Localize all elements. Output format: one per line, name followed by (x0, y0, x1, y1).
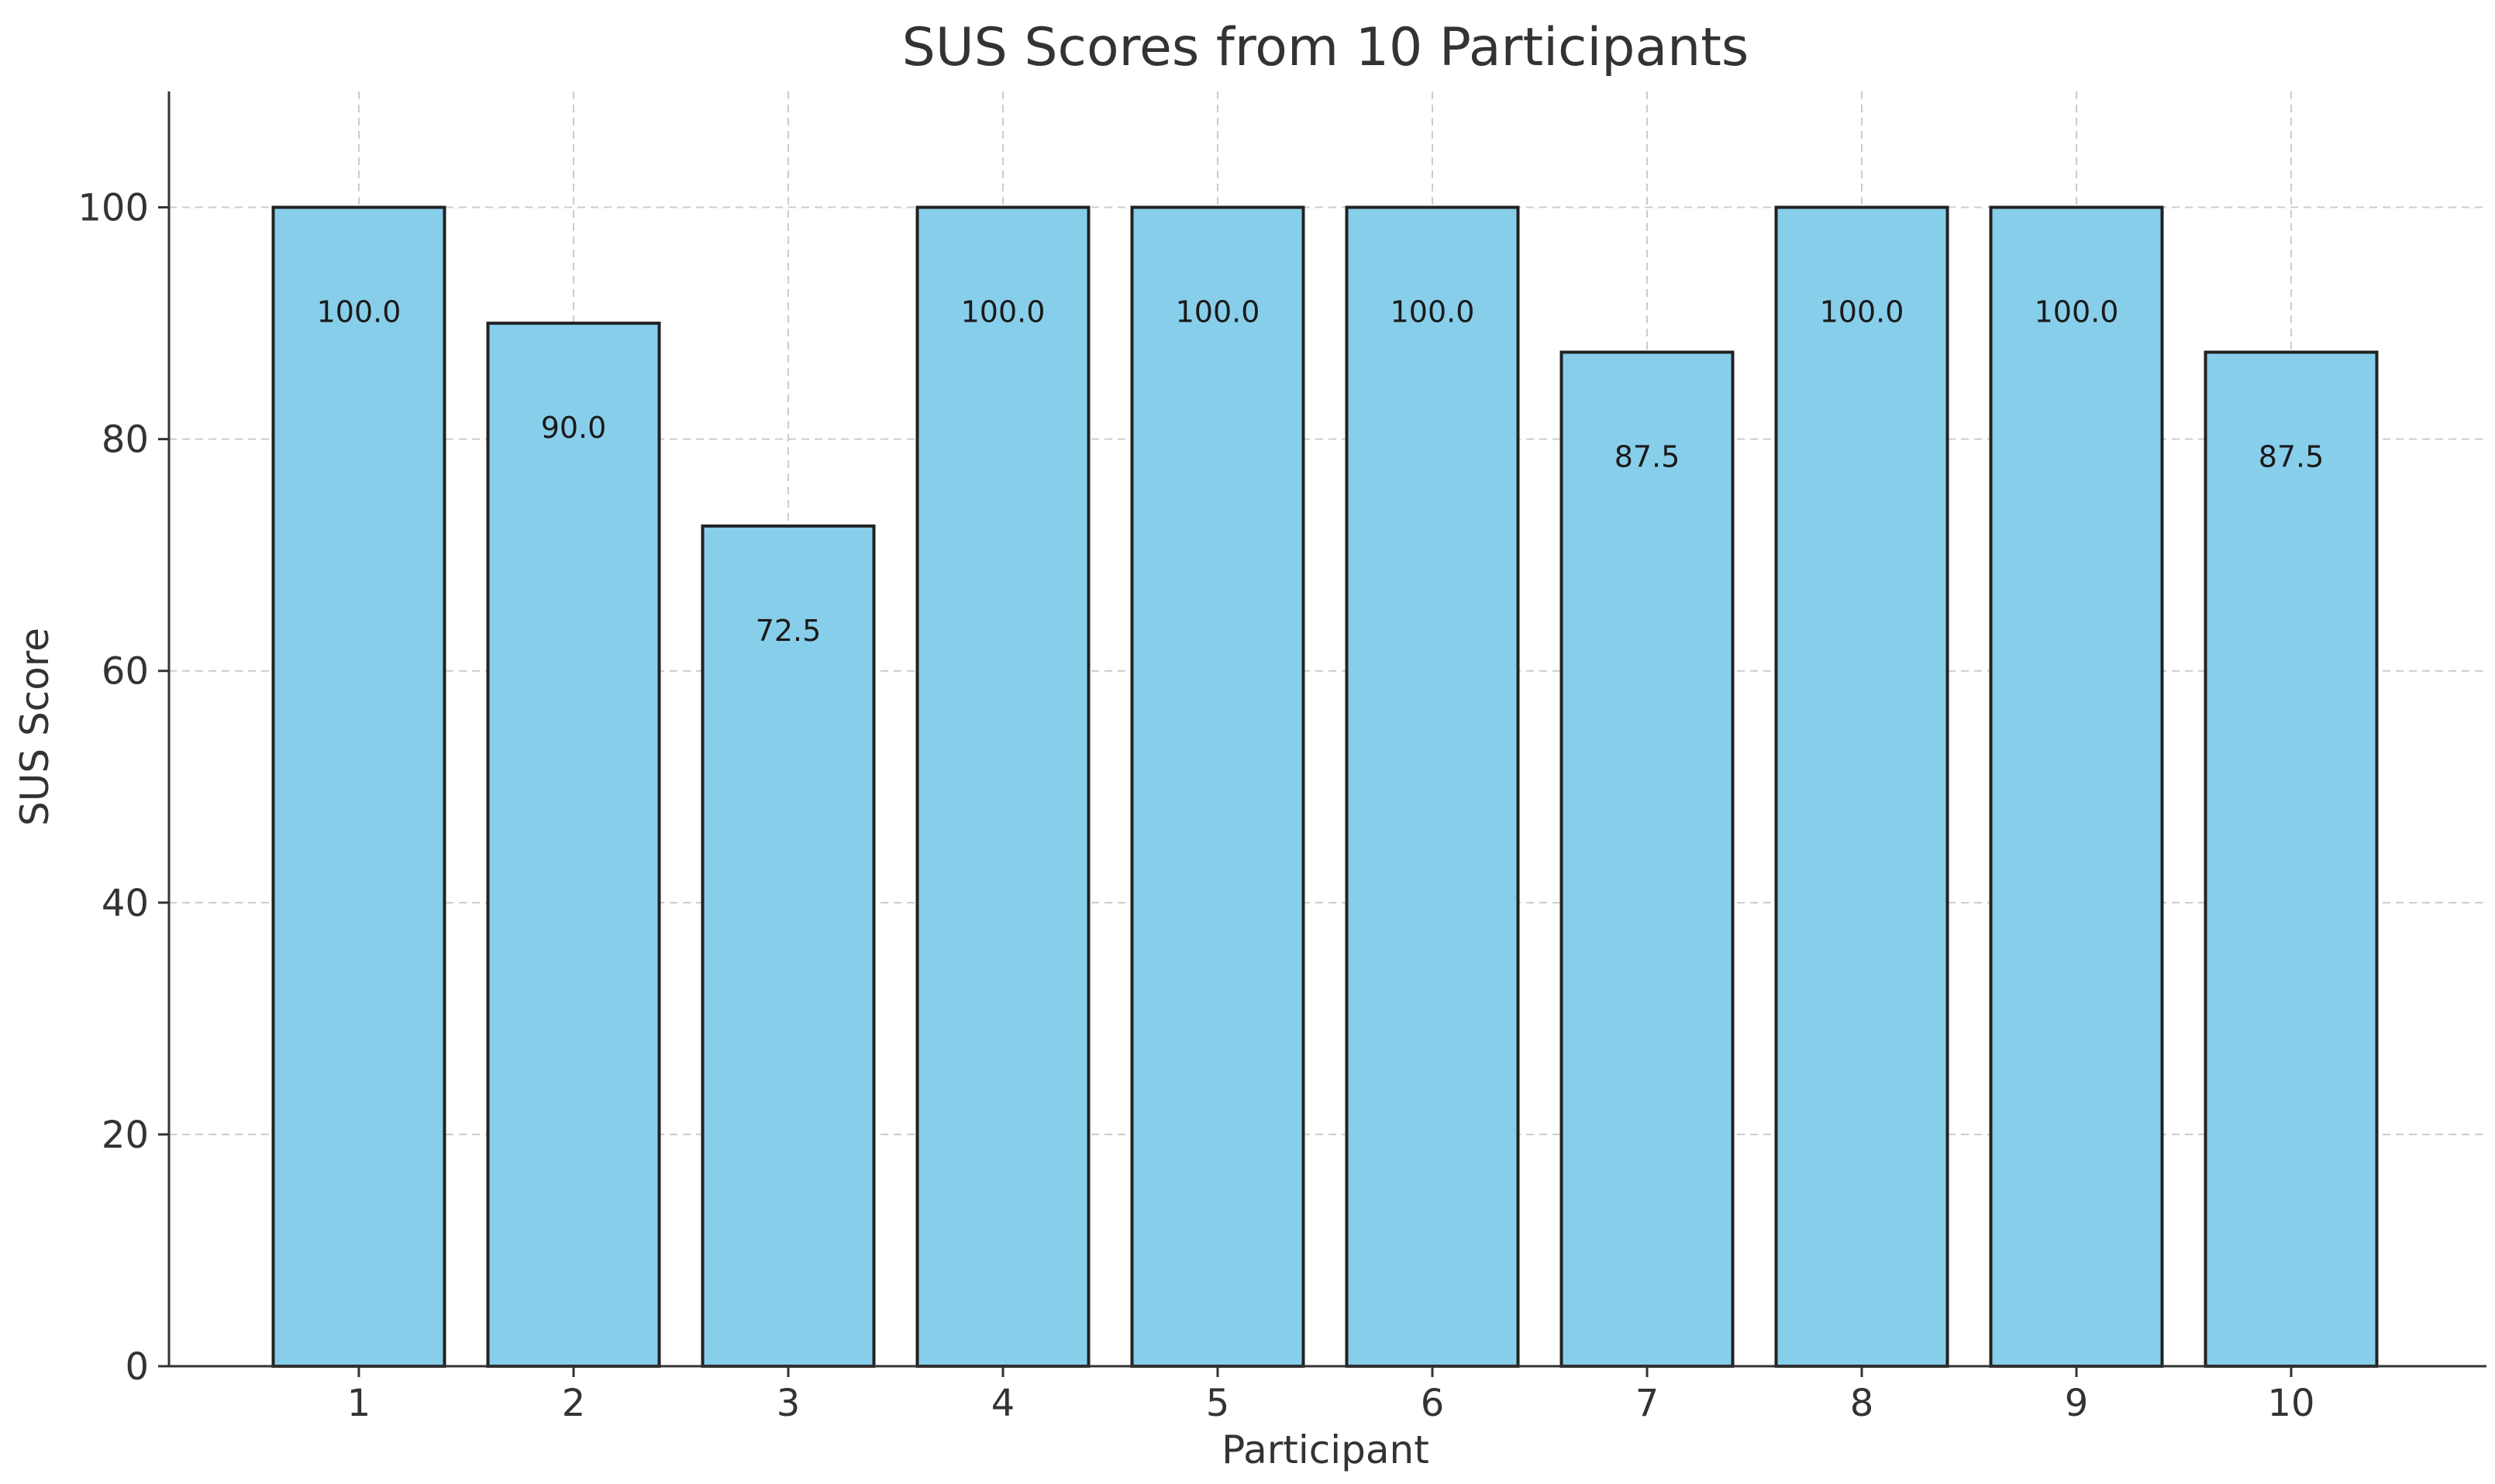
bar (1774, 205, 1949, 1369)
y-tick-label: 40 (102, 882, 149, 925)
bar-value-label: 100.0 (1391, 295, 1475, 329)
bar-value-label: 100.0 (1176, 295, 1260, 329)
x-axis-label: Participant (1222, 1427, 1429, 1472)
chart-title: SUS Scores from 10 Participants (902, 17, 1749, 78)
y-tick-label: 100 (78, 187, 149, 230)
bars (271, 205, 2379, 1369)
bar (2204, 350, 2379, 1368)
x-tick-labels: 1 2 3 4 5 6 7 8 9 10 (347, 1382, 2315, 1425)
x-tick-label: 10 (2267, 1382, 2314, 1425)
y-tick-label: 20 (102, 1114, 149, 1157)
bar (271, 205, 446, 1369)
x-tick-label: 1 (347, 1382, 371, 1425)
bar-value-label: 90.0 (541, 411, 607, 445)
y-axis-label: SUS Score (12, 628, 57, 826)
bar-value-label: 87.5 (1615, 439, 1680, 473)
x-tick-label: 9 (2065, 1382, 2089, 1425)
y-tick-labels: 0 20 40 60 80 100 (78, 187, 149, 1389)
x-tick-label: 2 (562, 1382, 586, 1425)
bar (1559, 350, 1735, 1368)
bar-value-label: 100.0 (961, 295, 1046, 329)
x-tick-label: 6 (1421, 1382, 1445, 1425)
y-tick-label: 60 (102, 650, 149, 694)
x-tick-label: 5 (1206, 1382, 1230, 1425)
data-labels: 100.0 90.0 72.5 100.0 100.0 100.0 87.5 100.0 100… (317, 295, 2324, 648)
bar (1989, 205, 2164, 1369)
bar-value-label: 100.0 (2035, 295, 2119, 329)
y-tick-label: 0 (125, 1345, 149, 1389)
bar (701, 524, 876, 1369)
bar-value-label: 72.5 (756, 614, 822, 648)
bar (1345, 205, 1520, 1369)
x-tick-label: 4 (991, 1382, 1015, 1425)
bar (486, 322, 661, 1368)
x-tick-label: 7 (1635, 1382, 1659, 1425)
bar (1130, 205, 1305, 1369)
axes (158, 91, 2486, 1377)
bar-value-label: 100.0 (317, 295, 401, 329)
x-tick-label: 3 (777, 1382, 801, 1425)
y-tick-label: 80 (102, 418, 149, 462)
bar (915, 205, 1091, 1369)
bar-value-label: 87.5 (2259, 439, 2324, 473)
bar-value-label: 100.0 (1820, 295, 1904, 329)
x-tick-label: 8 (1850, 1382, 1874, 1425)
